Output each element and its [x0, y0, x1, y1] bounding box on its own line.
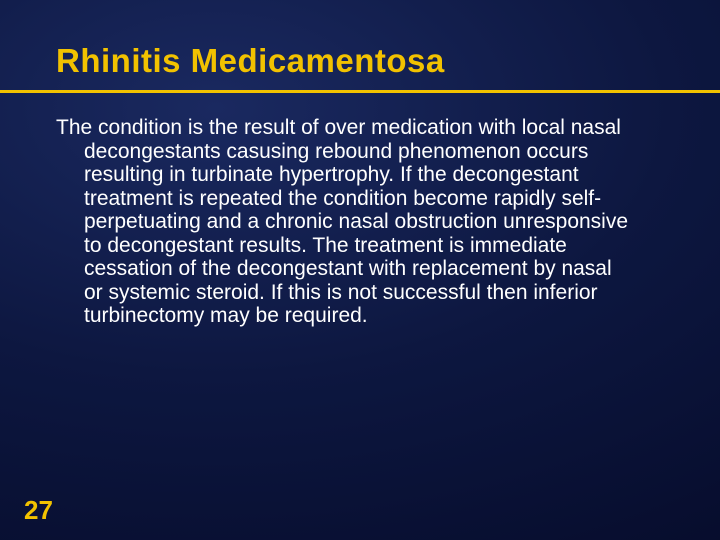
slide-title: Rhinitis Medicamentosa — [56, 42, 445, 80]
slide: Rhinitis Medicamentosa The condition is … — [0, 0, 720, 540]
title-underline — [0, 90, 720, 93]
slide-body-text: The condition is the result of over medi… — [56, 116, 636, 328]
page-number: 27 — [24, 495, 53, 526]
